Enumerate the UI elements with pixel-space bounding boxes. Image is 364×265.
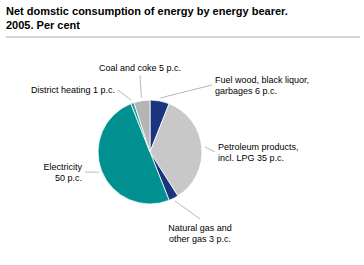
slice-label: Petroleum products,incl. LPG 35 p.c. [218,142,299,163]
pie-slice [98,104,169,204]
slice-label: Natural gas andother gas 3 p.c. [168,223,232,244]
leader-line [140,76,141,98]
chart: Net domstic consumption of energy by ene… [0,0,364,265]
slices [98,100,202,204]
leader-line [175,201,200,219]
leader-line [85,172,99,173]
chart-container: Net domstic consumption of energy by ene… [0,0,364,265]
subtitle: 2005. Per cent [6,19,80,31]
leader-line [160,85,212,98]
slice-label: Electricity50 p.c. [43,162,82,183]
pie-slice [134,100,150,152]
title: Net domstic consumption of energy by ene… [6,5,288,17]
slice-label: Fuel wood, black liquor,garbages 6 p.c. [215,75,309,96]
leader-line [205,147,215,152]
labels: Fuel wood, black liquor,garbages 6 p.c. P… [31,63,309,244]
separator [6,37,360,38]
leader-line [118,90,131,100]
slice-label: District heating 1 p.c. [31,85,115,95]
slice-label: Coal and coke 5 p.c. [99,63,181,73]
